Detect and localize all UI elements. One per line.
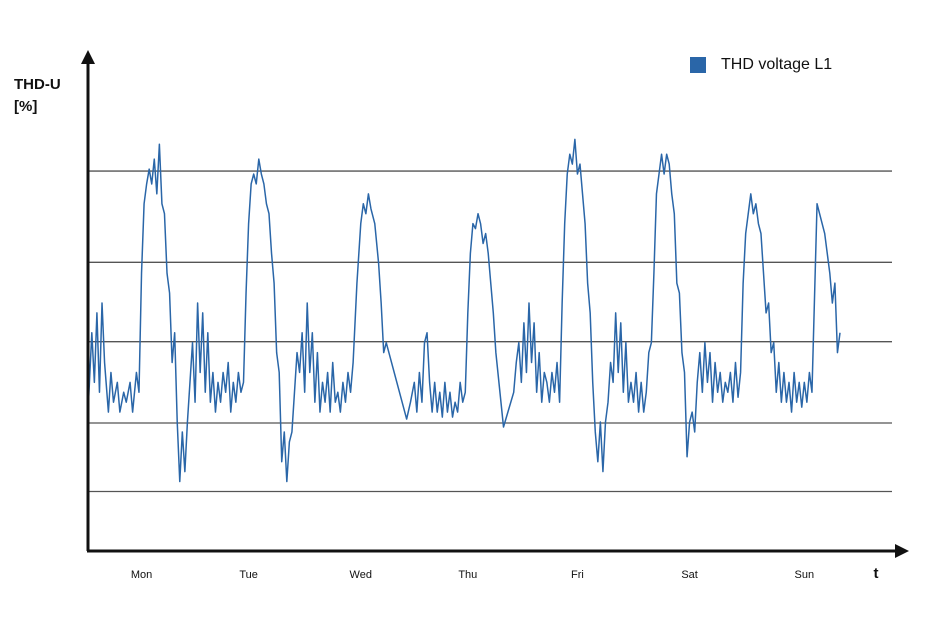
- y-axis-arrow: [81, 50, 95, 64]
- y-axis-label: THD-U: [14, 76, 61, 93]
- data-line: [87, 138, 841, 483]
- x-tick-label: Fri: [571, 569, 584, 581]
- plot-area: [87, 138, 841, 483]
- legend: THD voltage L1: [690, 56, 832, 73]
- x-axis-label: t: [874, 565, 879, 582]
- y-axis-unit: [%]: [14, 98, 37, 115]
- x-tick-label: Wed: [350, 569, 372, 581]
- legend-swatch: [690, 57, 706, 73]
- axes: [81, 50, 909, 558]
- x-tick-label: Thu: [458, 569, 477, 581]
- x-axis-arrow: [895, 544, 909, 558]
- x-tick-label: Tue: [239, 569, 258, 581]
- legend-label: THD voltage L1: [721, 56, 832, 73]
- x-tick-label: Mon: [131, 569, 152, 581]
- grid: [88, 170, 892, 493]
- x-tick-label: Sat: [681, 569, 698, 581]
- x-tick-label: Sun: [795, 569, 815, 581]
